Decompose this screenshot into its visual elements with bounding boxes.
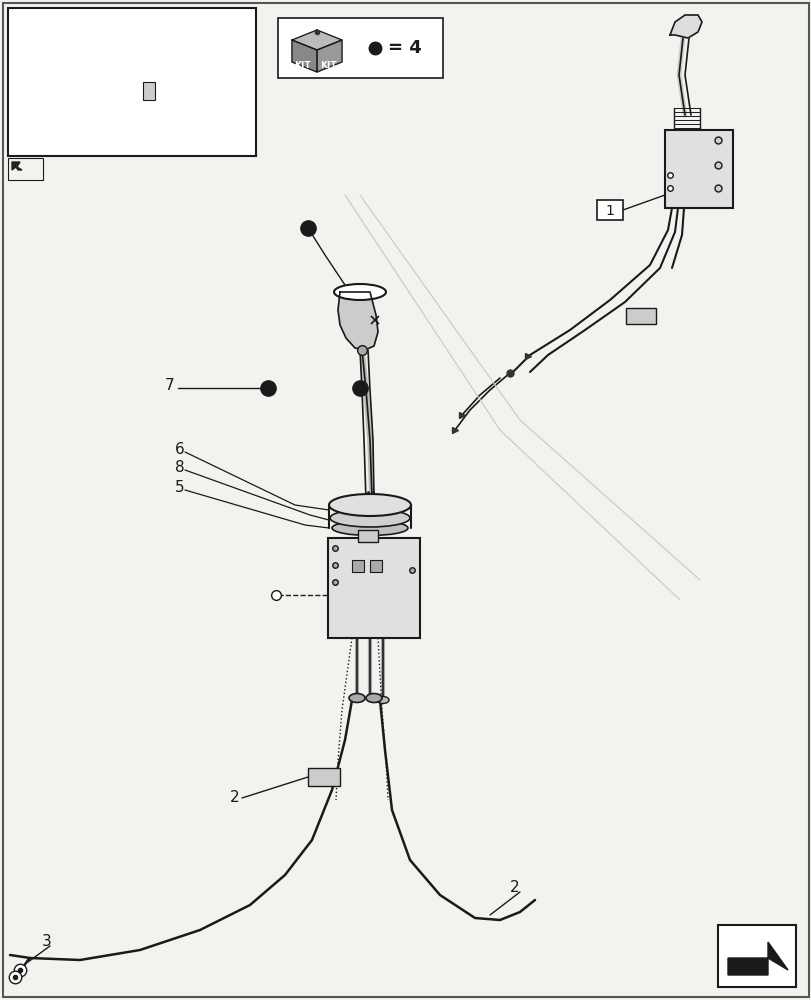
Text: 8: 8	[175, 460, 184, 476]
Polygon shape	[292, 30, 341, 50]
FancyBboxPatch shape	[351, 560, 363, 572]
Text: KIT: KIT	[294, 61, 311, 70]
Text: 6: 6	[175, 442, 185, 458]
Polygon shape	[316, 40, 341, 72]
Polygon shape	[12, 162, 22, 170]
Polygon shape	[669, 15, 702, 38]
Text: 3: 3	[42, 934, 52, 949]
Text: 5: 5	[175, 481, 184, 495]
FancyBboxPatch shape	[277, 18, 443, 78]
Text: KIT: KIT	[320, 61, 337, 70]
Ellipse shape	[333, 284, 385, 300]
FancyBboxPatch shape	[358, 530, 378, 542]
FancyBboxPatch shape	[8, 8, 255, 156]
FancyBboxPatch shape	[717, 925, 795, 987]
FancyBboxPatch shape	[143, 82, 155, 100]
Polygon shape	[337, 292, 378, 350]
FancyBboxPatch shape	[328, 538, 419, 638]
Ellipse shape	[376, 696, 388, 704]
Ellipse shape	[366, 694, 381, 702]
Text: 1: 1	[605, 204, 614, 218]
Ellipse shape	[328, 494, 410, 516]
Text: 2: 2	[230, 790, 239, 805]
FancyBboxPatch shape	[370, 560, 381, 572]
Text: 7: 7	[165, 377, 174, 392]
FancyBboxPatch shape	[625, 308, 655, 324]
Ellipse shape	[349, 694, 365, 702]
Ellipse shape	[332, 520, 407, 536]
Polygon shape	[292, 40, 316, 72]
Text: = 4: = 4	[388, 39, 421, 57]
FancyBboxPatch shape	[596, 200, 622, 220]
Text: 2: 2	[509, 880, 519, 895]
Polygon shape	[727, 942, 787, 975]
FancyBboxPatch shape	[664, 130, 732, 208]
FancyBboxPatch shape	[307, 768, 340, 786]
Ellipse shape	[329, 509, 410, 527]
